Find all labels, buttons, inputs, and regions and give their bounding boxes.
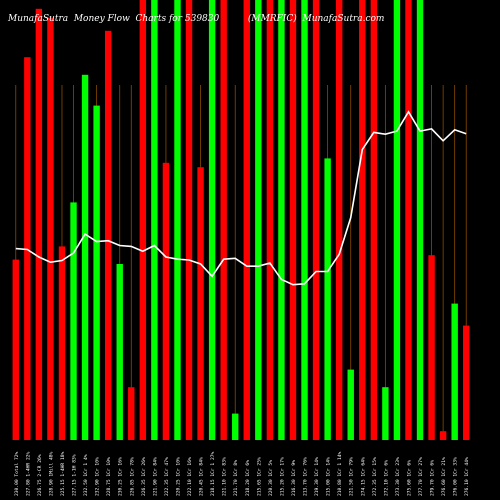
x-tick-label: 220.25 1Cr 10%	[175, 457, 181, 496]
bar-37	[439, 431, 447, 440]
x-tick-label: 218.15 1Cr 1 27%	[210, 452, 216, 496]
bar-16	[197, 167, 204, 440]
x-tick-label: 222.10 1Cr 16%	[187, 457, 193, 496]
chart-title-right: (MMRFIC) MunafaSutra.com	[247, 14, 385, 24]
x-tick-label: 210.80 1Cr 1 14%	[337, 452, 343, 496]
bar-6	[81, 74, 89, 441]
x-tick-label: 226.85 1Cr 78%	[129, 457, 135, 496]
bar-9	[116, 264, 123, 440]
x-tick-label: 228.75 1Cr 10%	[106, 457, 112, 496]
x-tick-label: 220.30 1Cr 5%	[268, 460, 274, 496]
x-tick-label: 226.35 1Cr 26%	[141, 457, 147, 496]
x-tick-label: 215.00 1Cr 14%	[326, 457, 332, 496]
x-tick-label: 232.50 1Cr 1 4%	[83, 454, 89, 496]
x-tick-label: 221.90 1Cr 84%	[152, 457, 158, 496]
x-tick-label: 226.75 2-CR 26%	[37, 454, 43, 496]
x-tick-label: 215.65 1Cr 25%	[256, 457, 262, 496]
bar-24	[289, 0, 297, 440]
bar-17	[208, 0, 216, 440]
bar-34	[405, 0, 412, 440]
x-tick-label: 277.70 1Cr 27%	[418, 457, 424, 496]
bar-5	[70, 202, 77, 440]
bar-36	[428, 255, 435, 440]
x-tick-label: 213.70 1Cr 76%	[303, 457, 309, 496]
bar-13	[162, 162, 170, 441]
x-tick-labels: 230.00 Total 72% 227.80 1-4HR 22% 226.75 2…	[14, 452, 470, 496]
x-tick-label: 276.10 1Cr 44%	[464, 457, 470, 496]
bar-12	[151, 0, 158, 440]
bars	[12, 0, 470, 441]
bar-31	[370, 0, 378, 440]
x-tick-label: 274.15 1Cr 64%	[360, 457, 366, 496]
x-tick-label: 218.20 1Cr 6%	[245, 460, 251, 496]
bar-39	[463, 325, 470, 440]
bar-18	[220, 0, 227, 440]
x-tick-label: 216.30 1Cr 9%	[291, 460, 297, 496]
x-tick-label: 272.10 1Cr 6%	[383, 460, 389, 496]
price-line	[15, 110, 467, 286]
x-tick-label: 228.90 1Mill 48%	[48, 452, 54, 496]
x-tick-label: 276.60 1Cr 21%	[441, 457, 447, 496]
bar-14	[174, 0, 181, 440]
x-tick-label: 225.15 1-4HR 18%	[60, 452, 66, 496]
x-tick-label: 222.35 1Cr 47%	[164, 457, 170, 496]
bar-19	[232, 413, 239, 440]
chart-title-left: MunafaSutra Money Flow Charts for 539830	[8, 14, 220, 24]
x-tick-label: 275.60 1Cr 6%	[406, 460, 412, 496]
x-tick-label: 279.70 1Cr 6%	[430, 460, 436, 496]
bar-30	[359, 0, 366, 440]
bar-33	[393, 0, 401, 440]
x-tick-label: 272.35 1Cr 15%	[372, 457, 378, 496]
bar-26	[312, 0, 320, 440]
bar-10	[128, 387, 135, 440]
x-tick-label: 219.30 1Cr 14%	[314, 457, 320, 496]
chart-title: MunafaSutra Money Flow Charts for 539830…	[8, 14, 384, 24]
x-tick-label: 220.45 1Cr 84%	[199, 457, 205, 496]
bar-20	[243, 0, 250, 440]
bar-4	[58, 246, 66, 440]
bar-1	[24, 57, 31, 440]
x-tick-label: 215.20 1Cr 17%	[279, 457, 285, 496]
x-tick-label: 273.30 1Cr 23%	[395, 457, 401, 496]
x-tick-label: 221.10 1Cr 83%	[222, 457, 228, 496]
x-tick-label: 232.90 1Cr 10%	[95, 457, 101, 496]
bar-35	[416, 0, 424, 440]
bar-23	[278, 0, 285, 440]
x-tick-label: 276.00 1Cr 33%	[453, 457, 459, 496]
x-tick-label: 230.00 Total 72%	[14, 452, 20, 496]
bar-25	[301, 0, 308, 440]
x-tick-label: 230.25 1Cr 16%	[118, 457, 124, 496]
bar-28	[335, 0, 343, 440]
bar-38	[451, 303, 458, 440]
bar-22	[266, 0, 274, 440]
bar-11	[139, 0, 147, 440]
bar-0	[12, 259, 19, 440]
bar-32	[382, 387, 389, 440]
x-tick-label: 221.70 1Cr 8%	[233, 460, 239, 496]
bar-7	[93, 105, 100, 440]
bar-2	[35, 8, 43, 441]
bar-15	[185, 0, 193, 440]
bar-8	[104, 30, 112, 441]
x-tick-label: 227.80 1-4HR 22%	[25, 452, 31, 496]
bar-21	[255, 0, 262, 440]
bar-27	[324, 158, 331, 440]
x-tick-label: 227.15 1-1H 83%	[72, 454, 78, 496]
bar-29	[347, 369, 354, 440]
x-tick-label: 221.50 1Cr 79%	[349, 457, 355, 496]
bar-3	[47, 17, 54, 440]
